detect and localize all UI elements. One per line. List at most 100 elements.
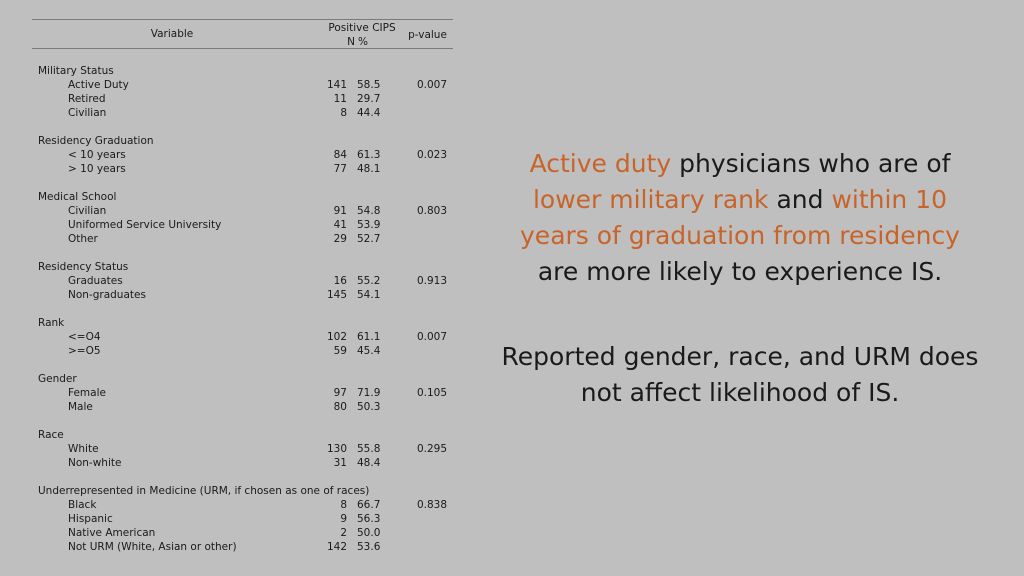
row-count: 8 <box>340 107 347 119</box>
group-label: Residency Status <box>38 261 129 273</box>
row-percent: 58.5 <box>357 79 381 91</box>
row-label: Female <box>68 387 106 399</box>
table-group: Military Status Active Duty 141 58.5 0.007 Re… <box>32 64 453 120</box>
table-row: Active Duty 141 58.5 0.007 <box>32 78 453 92</box>
row-label: Male <box>68 401 93 413</box>
row-percent: 61.1 <box>357 331 381 343</box>
row-count: 84 <box>333 149 347 161</box>
row-pvalue: 0.295 <box>416 443 447 455</box>
row-count: 97 <box>333 387 347 399</box>
summary-text: physicians who are of <box>671 149 951 178</box>
row-label: < 10 years <box>68 149 126 161</box>
row-percent: 50.0 <box>357 527 381 539</box>
row-label: Graduates <box>68 275 123 287</box>
row-count: 77 <box>333 163 347 175</box>
row-percent: 53.9 <box>357 219 381 231</box>
row-percent: 50.3 <box>357 401 381 413</box>
group-heading: Gender <box>32 372 453 386</box>
header-pvalue: p-value <box>408 29 447 41</box>
row-percent: 48.4 <box>357 457 381 469</box>
row-percent: 56.3 <box>357 513 381 525</box>
table-row: <=O4 102 61.1 0.007 <box>32 330 453 344</box>
row-pvalue: 0.838 <box>416 499 447 511</box>
group-label: Gender <box>38 373 77 385</box>
table-header-rule <box>32 48 453 49</box>
row-percent: 66.7 <box>357 499 381 511</box>
row-percent: 55.8 <box>357 443 381 455</box>
highlight-years-graduation: years of graduation from residency <box>520 221 960 250</box>
row-label: Uniformed Service University <box>68 219 222 231</box>
row-count: 102 <box>326 331 347 343</box>
group-label: Medical School <box>38 191 117 203</box>
header-variable: Variable <box>150 28 194 40</box>
row-label: Non-white <box>68 457 122 469</box>
summary-finding-1: Active duty physicians who are of lower … <box>490 146 990 290</box>
highlight-within-10: within 10 <box>831 185 948 214</box>
row-label: Hispanic <box>68 513 113 525</box>
row-label: <=O4 <box>68 331 101 343</box>
row-percent: 45.4 <box>357 345 381 357</box>
row-label: Civilian <box>68 205 107 217</box>
table-row: Graduates 16 55.2 0.913 <box>32 274 453 288</box>
group-heading: Residency Status <box>32 260 453 274</box>
table-row: >=O5 59 45.4 <box>32 344 453 358</box>
group-label: Race <box>38 429 64 441</box>
row-pvalue: 0.023 <box>416 149 447 161</box>
table-row: Female 97 71.9 0.105 <box>32 386 453 400</box>
row-count: 80 <box>333 401 347 413</box>
row-count: 31 <box>333 457 347 469</box>
row-label: White <box>68 443 99 455</box>
group-heading: Medical School <box>32 190 453 204</box>
table-row: White 130 55.8 0.295 <box>32 442 453 456</box>
row-percent: 44.4 <box>357 107 381 119</box>
table-group: Residency Status Graduates 16 55.2 0.913 Non-… <box>32 260 453 302</box>
group-label: Military Status <box>38 65 114 77</box>
group-heading: Rank <box>32 316 453 330</box>
table-row: Hispanic 9 56.3 <box>32 512 453 526</box>
table-row: Civilian 8 44.4 <box>32 106 453 120</box>
highlight-lower-rank: lower military rank <box>532 185 769 214</box>
table-row: Non-white 31 48.4 <box>32 456 453 470</box>
group-label: Residency Graduation <box>38 135 154 147</box>
row-percent: 54.1 <box>357 289 381 301</box>
group-label: Underrepresented in Medicine (URM, if ch… <box>38 485 370 497</box>
group-heading: Race <box>32 428 453 442</box>
row-pvalue: 0.007 <box>416 79 447 91</box>
group-heading: Residency Graduation <box>32 134 453 148</box>
table-row: Male 80 50.3 <box>32 400 453 414</box>
row-label: Not URM (White, Asian or other) <box>68 541 237 553</box>
row-pvalue: 0.803 <box>416 205 447 217</box>
row-label: Black <box>68 499 97 511</box>
summary-finding-2: Reported gender, race, and URM does not … <box>501 342 979 407</box>
row-count: 8 <box>340 499 347 511</box>
header-n: N <box>347 36 355 48</box>
row-pvalue: 0.105 <box>416 387 447 399</box>
row-count: 9 <box>340 513 347 525</box>
row-pvalue: 0.913 <box>416 275 447 287</box>
summary-text: and <box>768 185 832 214</box>
row-count: 130 <box>326 443 347 455</box>
table-group: Rank <=O4 102 61.1 0.007 >=O5 59 45.4 <box>32 316 453 358</box>
row-label: Civilian <box>68 107 107 119</box>
row-count: 11 <box>333 93 347 105</box>
row-pvalue: 0.007 <box>416 331 447 343</box>
highlight-active-duty: Active duty <box>529 149 672 178</box>
row-count: 16 <box>333 275 347 287</box>
row-count: 142 <box>326 541 347 553</box>
row-percent: 71.9 <box>357 387 381 399</box>
group-heading: Military Status <box>32 64 453 78</box>
row-label: Active Duty <box>68 79 129 91</box>
row-count: 91 <box>333 205 347 217</box>
row-label: >=O5 <box>68 345 101 357</box>
row-count: 41 <box>333 219 347 231</box>
row-label: > 10 years <box>68 163 126 175</box>
row-label: Other <box>68 233 98 245</box>
table-row: Non-graduates 145 54.1 <box>32 288 453 302</box>
table-body: Military Status Active Duty 141 58.5 0.007 Re… <box>32 64 453 568</box>
header-pct: % <box>358 36 368 48</box>
row-percent: 54.8 <box>357 205 381 217</box>
table-row: Native American 2 50.0 <box>32 526 453 540</box>
table-group: Residency Graduation < 10 years 84 61.3 0.02… <box>32 134 453 176</box>
row-percent: 29.7 <box>357 93 381 105</box>
table-group: Race White 130 55.8 0.295 Non-white 31 48.4 <box>32 428 453 470</box>
